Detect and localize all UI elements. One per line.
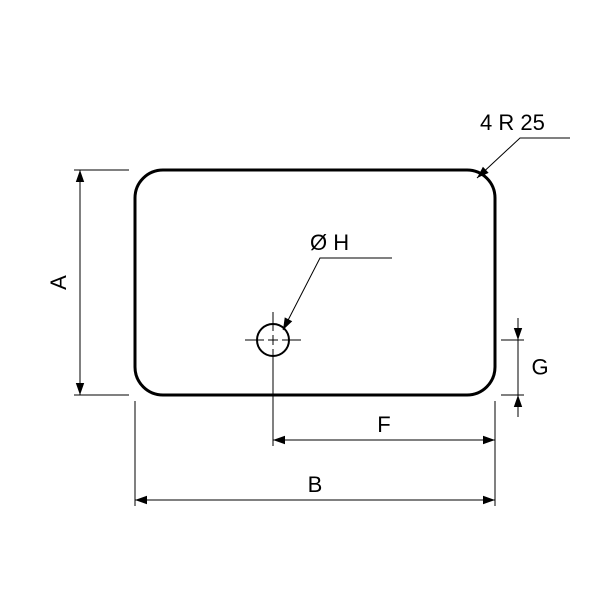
dim-label-F: F (377, 412, 390, 437)
plate-outline (135, 170, 495, 395)
dim-arrow (135, 496, 147, 504)
dim-label-B: B (308, 472, 323, 497)
dim-arrow (273, 436, 285, 444)
label-radius: 4 R 25 (480, 110, 545, 135)
dim-arrow (283, 317, 292, 330)
dim-label-A: A (46, 275, 71, 290)
label-hole: Ø H (310, 230, 349, 255)
dim-arrow (514, 395, 522, 407)
dim-arrow (76, 383, 84, 395)
leader-hole (283, 258, 392, 330)
dim-arrow (76, 170, 84, 182)
leader-radius (477, 138, 570, 178)
dim-arrow (483, 496, 495, 504)
dim-arrow (483, 436, 495, 444)
dim-arrow (514, 328, 522, 340)
dim-label-G: G (531, 355, 548, 380)
